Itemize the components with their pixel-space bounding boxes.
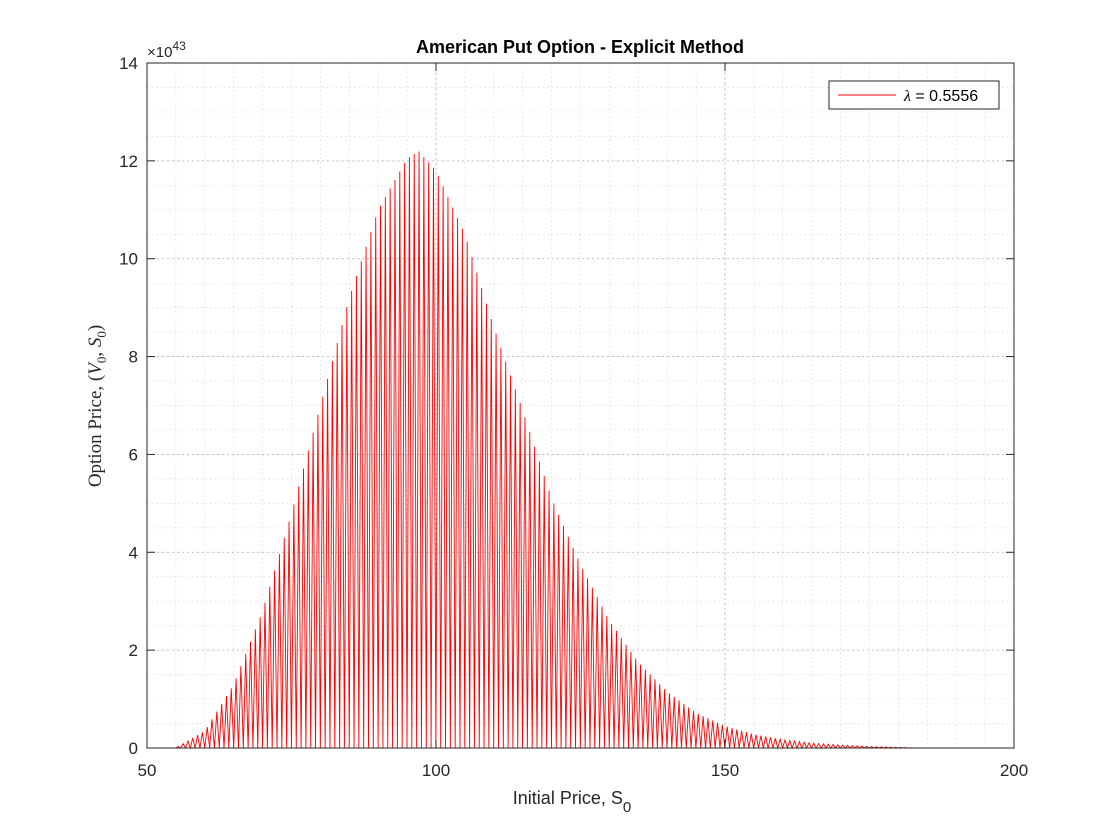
y-tick-label: 6	[129, 445, 138, 464]
x-tick-labels: 50 100 150 200	[138, 761, 1029, 780]
y-tick-label: 8	[129, 348, 138, 367]
legend: λ = 0.5556	[828, 80, 1000, 110]
x-tick-label: 150	[711, 761, 739, 780]
y-tick-label: 12	[119, 152, 138, 171]
series-line	[175, 151, 913, 750]
x-tick-label: 200	[1000, 761, 1028, 780]
minor-grid	[147, 63, 1014, 748]
axes-box	[146, 62, 1015, 749]
x-tick-label: 50	[138, 761, 157, 780]
y-tick-label: 2	[129, 641, 138, 660]
y-tick-label: 0	[129, 739, 138, 758]
tick-marks	[146, 62, 1015, 749]
series-layer	[175, 151, 913, 750]
legend-box	[828, 80, 1000, 110]
y-axis-label: Option Price, (V0, S0)	[85, 325, 109, 487]
y-tick-label: 10	[119, 250, 138, 269]
x-tick-label: 100	[422, 761, 450, 780]
y-tick-label: 4	[129, 543, 138, 562]
y-tick-label: 14	[119, 54, 138, 73]
y-tick-labels: 0 2 4 6 8 10 12 14	[119, 54, 138, 758]
legend-entry: λ = 0.5556	[903, 88, 978, 105]
y-exponent-label: ×1043	[147, 39, 186, 61]
chart-title: American Put Option - Explicit Method	[416, 37, 744, 57]
x-axis-label: Initial Price, S0	[513, 788, 631, 816]
